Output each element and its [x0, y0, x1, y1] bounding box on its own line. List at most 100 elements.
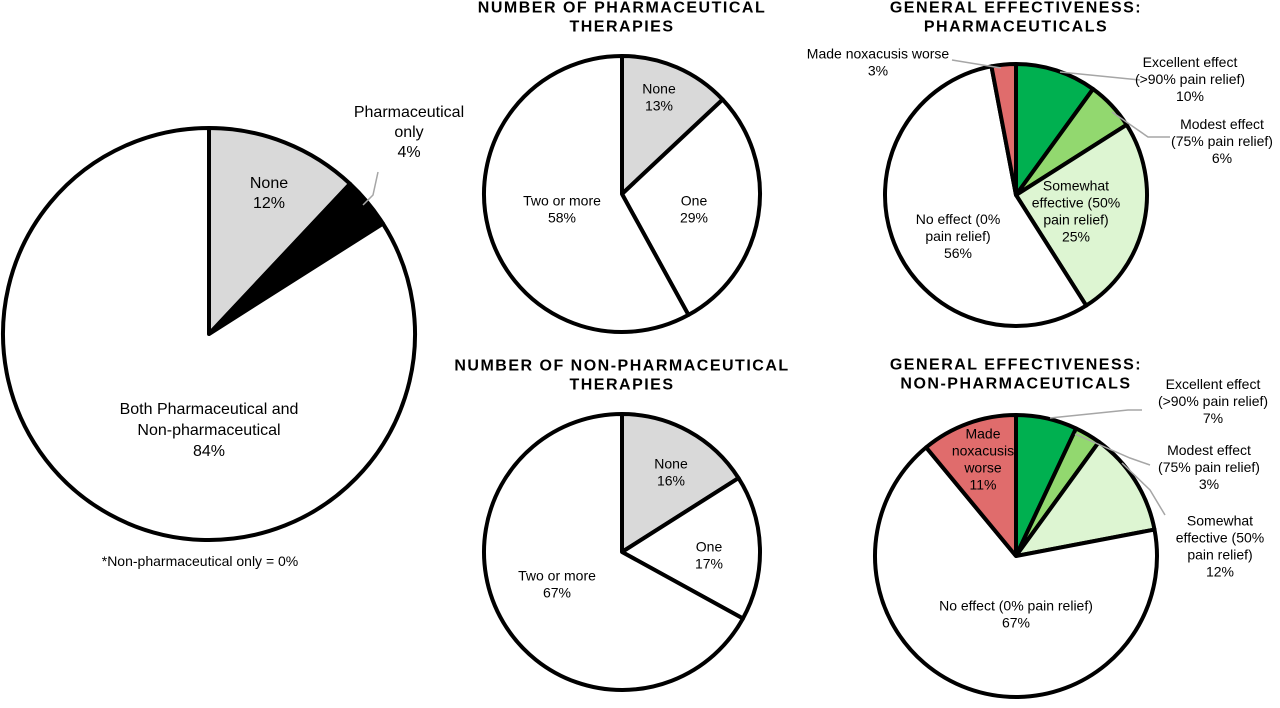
slice-label: Made noxacusis worse 11%: [952, 426, 1014, 493]
slice-label-line: (>90% pain relief): [1135, 71, 1245, 87]
pie-slice: [620, 476, 762, 621]
slice-label-line: 67%: [543, 585, 571, 601]
pie-slice: [207, 126, 353, 336]
chart-title: NUMBER OF PHARMACEUTICAL THERAPIES: [478, 0, 766, 36]
slice-label-line: One: [696, 539, 723, 555]
slice-label: No effect (0% pain relief) 67%: [939, 598, 1093, 631]
pie-chart-3: NUMBER OF NON-PHARMACEUTICAL THERAPIES Non…: [454, 358, 789, 692]
slice-label-line: effective (50%: [1176, 530, 1264, 546]
slice-label: One 29%: [680, 193, 708, 226]
chart-title: GENERAL EFFECTIVENESS: NON-PHARMACEUTICAL…: [890, 357, 1142, 393]
slice-label-line: pain relief): [1187, 547, 1252, 563]
slice-label-line: only: [394, 124, 423, 141]
slice-label: Pharmaceutical only 4%: [354, 104, 464, 161]
slice-label-line: 6%: [1212, 150, 1232, 166]
slice-label-line: Modest effect: [1167, 442, 1251, 458]
slice-label-line: (75% pain relief): [1158, 459, 1260, 475]
leader-line: [1049, 409, 1142, 419]
slice-label-line: 7%: [1203, 410, 1223, 426]
slice-label-line: 11%: [970, 477, 997, 493]
pie-slice: [1014, 122, 1149, 308]
pie-slice: [620, 54, 725, 196]
pie-slice: [883, 64, 1089, 328]
chart-title-line: NUMBER OF PHARMACEUTICAL: [478, 0, 766, 17]
slice-label-line: Made noxacusis worse: [807, 46, 950, 62]
slice-label-line: Excellent effect: [1143, 54, 1238, 70]
slice-label-line: None: [654, 456, 688, 472]
pie-chart-1: None 12% Pharmaceutical only 4% Both Pharmace…: [1, 104, 464, 569]
slice-label-line: Both Pharmaceutical and: [120, 401, 299, 418]
slice-label-line: effective (50%: [1032, 195, 1120, 211]
pie-slice: [1, 126, 417, 542]
slice-label: Somewhat effective (50% pain relief) 25%: [1032, 178, 1120, 245]
slice-label-line: 12%: [253, 195, 285, 212]
chart-title-line: NUMBER OF NON-PHARMACEUTICAL: [454, 358, 789, 375]
slice-label-line: 25%: [1062, 229, 1090, 245]
slice-label-line: Made: [965, 426, 1000, 442]
slice-label-line: None: [642, 81, 676, 97]
leader-line: [1074, 433, 1151, 466]
slice-label-line: 10%: [1176, 88, 1204, 104]
leader-line: [951, 59, 1002, 69]
pie-slice: [482, 412, 745, 692]
slice-label: Excellent effect (>90% pain relief) 7%: [1158, 376, 1268, 426]
slice-label: Made noxacusis worse 3%: [807, 46, 950, 79]
slice-label-line: Two or more: [523, 193, 601, 209]
slice-label-line: worse: [963, 460, 1002, 476]
slice-label: None 16%: [654, 456, 688, 489]
pie-chart-4: GENERAL EFFECTIVENESS: PHARMACEUTICALS Exc…: [807, 0, 1273, 328]
slice-label-line: 67%: [1002, 615, 1030, 631]
slice-label: Excellent effect (>90% pain relief) 10%: [1135, 54, 1245, 104]
chart-title-line: THERAPIES: [569, 377, 674, 394]
chart-title: GENERAL EFFECTIVENESS: PHARMACEUTICALS: [890, 0, 1142, 36]
slice-label: Somewhat effective (50% pain relief) 12%: [1176, 513, 1264, 580]
slice-label-line: 12%: [1206, 564, 1234, 580]
slice-label-line: Non-pharmaceutical: [137, 422, 280, 439]
slice-label-line: Somewhat: [1187, 513, 1253, 529]
slice-label-line: (75% pain relief): [1171, 133, 1273, 149]
slice-label-line: pain relief): [1043, 212, 1108, 228]
slice-label-line: No effect (0%: [916, 211, 1001, 227]
slice-label: Both Pharmaceutical and Non-pharmaceutica…: [120, 401, 299, 460]
slice-label-line: 17%: [695, 556, 723, 572]
pie-slice: [620, 412, 741, 554]
pie-chart-5: GENERAL EFFECTIVENESS: NON-PHARMACEUTICAL…: [873, 357, 1268, 699]
pie-slice: [620, 97, 762, 317]
chart-title-line: NON-PHARMACEUTICALS: [900, 376, 1131, 393]
slice-label-line: 4%: [397, 144, 420, 161]
slice-label-line: None: [250, 175, 288, 192]
slice-label-line: Pharmaceutical: [354, 104, 464, 121]
slice-label: No effect (0% pain relief) 56%: [916, 211, 1001, 261]
slice-label: None 12%: [250, 175, 288, 212]
slice-label-line: 29%: [680, 210, 708, 226]
slice-label-line: Excellent effect: [1166, 376, 1261, 392]
slice-label: Modest effect (75% pain relief) 6%: [1171, 116, 1273, 166]
chart-title-line: PHARMACEUTICALS: [924, 19, 1108, 36]
leader-line: [1111, 111, 1170, 138]
pie-slice: [924, 413, 1018, 558]
slice-label: One 17%: [695, 539, 723, 572]
slice-label: Modest effect (75% pain relief) 3%: [1158, 442, 1260, 492]
slice-label: Two or more 58%: [523, 193, 601, 226]
pie-slice: [482, 54, 691, 334]
leader-line: [1121, 462, 1166, 516]
slice-label-line: Two or more: [518, 568, 596, 584]
slice-label-line: Modest effect: [1180, 116, 1264, 132]
pie-slice: [873, 445, 1159, 699]
chart-title-line: GENERAL EFFECTIVENESS:: [890, 0, 1142, 17]
slice-label-line: 84%: [193, 443, 225, 460]
pie-chart-2: NUMBER OF PHARMACEUTICAL THERAPIES None 13%…: [478, 0, 766, 334]
slice-label-line: 56%: [944, 245, 972, 261]
slice-label-line: 3%: [1199, 476, 1219, 492]
pie-slice: [1014, 439, 1157, 558]
slice-label-line: 3%: [868, 63, 888, 79]
leader-line: [1059, 71, 1141, 81]
leader-line: [362, 171, 379, 206]
chart-note-line: *Non-pharmaceutical only = 0%: [102, 553, 299, 569]
slice-label-line: noxacusis: [952, 443, 1014, 459]
slice-label-line: 58%: [548, 210, 576, 226]
slice-label-line: pain relief): [925, 228, 990, 244]
chart-title-line: GENERAL EFFECTIVENESS:: [890, 357, 1142, 374]
slice-label: None 13%: [642, 81, 676, 114]
slice-label: Two or more 67%: [518, 568, 596, 601]
